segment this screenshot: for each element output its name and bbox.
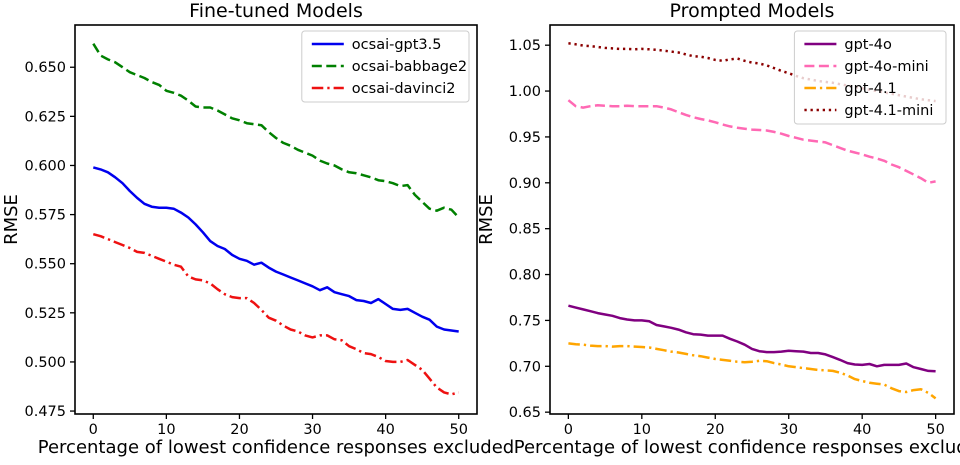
x-tick-label: 10: [633, 422, 651, 438]
x-tick-label: 30: [780, 422, 798, 438]
y-tick-label: 0.85: [509, 222, 541, 238]
legend-label: gpt-4o: [844, 37, 892, 53]
x-tick-label: 40: [853, 422, 871, 438]
x-tick-label: 10: [157, 422, 175, 438]
y-tick-label: 0.500: [24, 355, 66, 371]
chart-title: Fine-tuned Models: [189, 0, 363, 22]
y-tick-label: 0.550: [24, 257, 66, 273]
y-tick-label: 0.625: [24, 109, 66, 125]
legend: ocsai-gpt3.5 ocsai-babbage2 ocsai-davinci2: [301, 30, 470, 103]
x-tick-label: 40: [376, 422, 394, 438]
y-tick-label: 0.80: [509, 268, 541, 284]
x-tick-label: 50: [926, 422, 944, 438]
y-axis-label: RMSE: [1, 194, 22, 245]
y-tick-label: 0.600: [24, 158, 66, 174]
plot-border: [549, 24, 955, 415]
x-tick-label: 50: [450, 422, 468, 438]
series-line-gpt-4o: [568, 304, 936, 373]
chart-finetuned: 0 10 20 30 40 50 0.475 0.500 0.525 0.550 0.575 0.60…: [1, 0, 514, 458]
legend-box: [793, 30, 947, 125]
y-tick-label: 0.650: [24, 60, 66, 76]
chart-title: Prompted Models: [670, 0, 835, 22]
y-tick-label: 0.75: [509, 313, 541, 329]
series-line-ocsai-gpt3.5: [92, 166, 459, 333]
legend-label: ocsai-babbage2: [352, 59, 467, 75]
legend-label: ocsai-gpt3.5: [352, 37, 442, 53]
y-tick-label: 0.525: [24, 306, 66, 322]
x-tick-label: 30: [303, 422, 321, 438]
legend: gpt-4o gpt-4o-mini gpt-4.1 gpt-4.1-mini: [793, 30, 947, 125]
y-tick-label: 0.70: [509, 359, 541, 375]
y-tick-label: 0.575: [24, 208, 66, 224]
x-tick-label: 20: [230, 422, 248, 438]
y-tick-label: 1.05: [509, 38, 541, 54]
x-axis-label: Percentage of lowest confidence response…: [38, 437, 514, 458]
y-tick-label: 0.65: [509, 405, 541, 421]
legend-label: gpt-4.1-mini: [844, 103, 933, 119]
x-tick-label: 20: [706, 422, 724, 438]
x-axis-label: Percentage of lowest confidence response…: [514, 437, 960, 458]
y-tick-label: 0.95: [509, 130, 541, 146]
y-tick-label: 1.00: [509, 84, 541, 100]
series-line-gpt-4.1: [568, 342, 937, 400]
series-line-gpt-4o-mini: [567, 99, 936, 185]
series-line-ocsai-babbage2: [92, 43, 460, 219]
x-tick-label: 0: [89, 422, 98, 438]
plot-border: [74, 24, 478, 415]
y-tick-label: 0.90: [509, 176, 541, 192]
legend-label: gpt-4.1: [844, 81, 896, 97]
x-tick-label: 0: [564, 422, 573, 438]
legend-box: [301, 30, 470, 103]
chart-prompted: 0 10 20 30 40 50 0.65 0.70 0.75 0.80 0.85 0.90 0.95 1…: [476, 0, 960, 458]
y-tick-label: 0.475: [24, 404, 66, 420]
series-line-ocsai-davinci2: [92, 232, 460, 396]
legend-label: ocsai-davinci2: [352, 81, 456, 97]
legend-label: gpt-4o-mini: [844, 59, 928, 75]
y-axis-label: RMSE: [476, 194, 497, 245]
